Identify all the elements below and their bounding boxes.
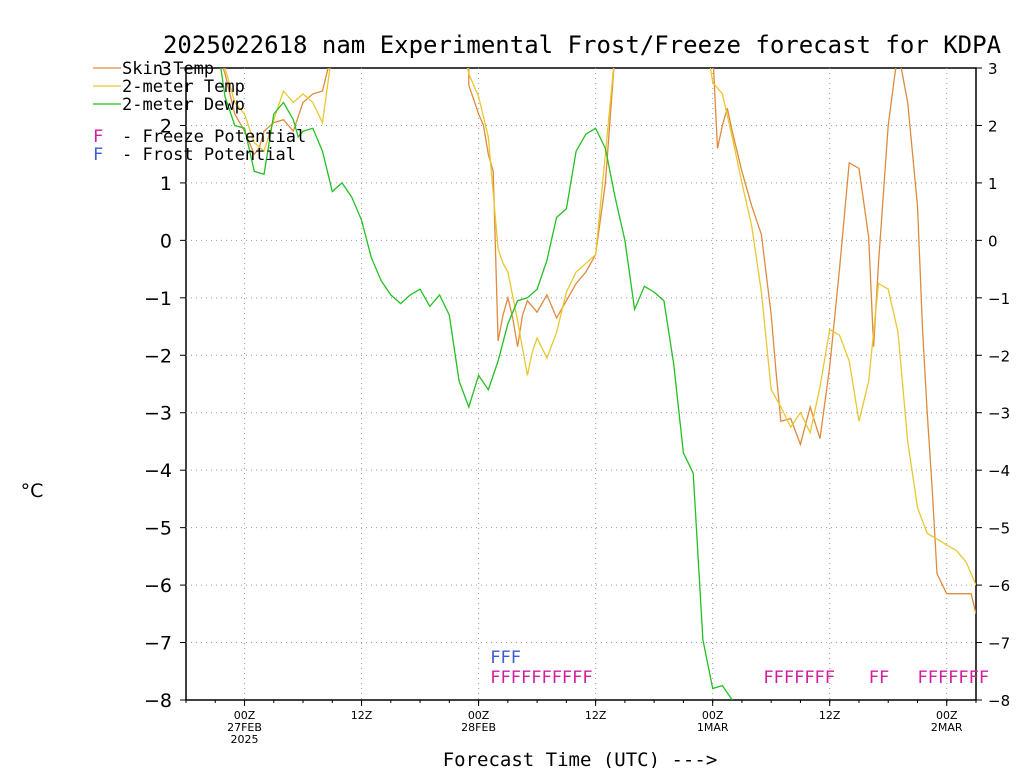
- series-lines: [220, 68, 976, 700]
- y-tick-label: −5: [144, 518, 172, 540]
- y-tick-label: −8: [988, 692, 1010, 710]
- y-tick-label: −4: [988, 462, 1010, 480]
- x-tick-label: 2MAR: [931, 721, 963, 734]
- y-tick-label: 3: [988, 60, 998, 78]
- freeze-flag-run: FF: [869, 668, 889, 688]
- legend-label: Skin Temp: [122, 59, 214, 79]
- y-tick-label: −2: [988, 347, 1010, 365]
- y-tick-label: 2: [160, 115, 172, 137]
- freeze-flag-run: FFFFFFF: [763, 668, 835, 688]
- grid-lines: [186, 68, 976, 700]
- y-tick-label: −7: [144, 633, 172, 655]
- x-tick-label: 00Z: [468, 709, 490, 722]
- y-tick-label: 0: [988, 232, 998, 250]
- series-2-meter-dewp: [220, 68, 733, 700]
- freeze-flag-run: FFFFFFFFFF: [490, 668, 592, 688]
- y-tick-label: 0: [160, 230, 172, 252]
- x-tick-label: 28FEB: [461, 721, 496, 734]
- y-axis-right: −8 −7 −6 −5 −4 −3 −2 −1 0 1 2 3: [976, 60, 1010, 710]
- series-skin-temp: [222, 68, 976, 614]
- x-tick-label: 12Z: [585, 709, 607, 722]
- y-tick-label: −5: [988, 520, 1010, 538]
- y-tick-label: −3: [144, 403, 172, 425]
- series-2-meter-temp: [224, 68, 976, 586]
- legend-label: 2-meter Temp: [122, 77, 245, 97]
- y-tick-label: −6: [144, 575, 172, 597]
- legend-label: - Freeze Potential: [122, 127, 306, 147]
- y-tick-label: −1: [988, 290, 1010, 308]
- x-tick-label: 12Z: [819, 709, 841, 722]
- x-tick-label: 2025: [231, 733, 259, 746]
- x-tick-label: 00Z: [702, 709, 724, 722]
- y-tick-label: −6: [988, 577, 1010, 595]
- legend-flag-glyph: F: [93, 127, 103, 147]
- x-tick-label: 00Z: [936, 709, 958, 722]
- y-tick-label: −2: [144, 345, 172, 367]
- y-tick-label: −8: [144, 690, 172, 712]
- y-tick-label: −4: [144, 460, 172, 482]
- y-tick-label: 2: [988, 117, 998, 135]
- x-axis-title: Forecast Time (UTC) --->: [443, 749, 718, 768]
- legend-label: - Frost Potential: [122, 145, 296, 165]
- legend-flag-glyph: F: [93, 145, 103, 165]
- x-tick-label: 27FEB: [227, 721, 262, 734]
- freeze-flag-run: FFFFFFF: [917, 668, 989, 688]
- y-tick-label: 1: [160, 173, 172, 195]
- legend-label: 2-meter Dewp: [122, 95, 245, 115]
- x-tick-label: 00Z: [234, 709, 256, 722]
- y-tick-label: −7: [988, 635, 1010, 653]
- frost-flag-run: FFF: [490, 648, 521, 668]
- x-tick-label: 12Z: [351, 709, 373, 722]
- y-tick-label: −1: [144, 288, 172, 310]
- y-tick-label: 1: [988, 175, 998, 193]
- y-tick-label: −3: [988, 405, 1010, 423]
- plot-frame: [185, 67, 977, 701]
- y-tick-label: 3: [160, 58, 172, 80]
- chart-title: 2025022618 nam Experimental Frost/Freeze…: [163, 31, 1002, 59]
- x-tick-label: 1MAR: [697, 721, 729, 734]
- y-axis-title: °C: [21, 480, 44, 502]
- y-axis-left: −8 −7 −6 −5 −4 −3 −2 −1 0 1 2 3: [144, 58, 186, 712]
